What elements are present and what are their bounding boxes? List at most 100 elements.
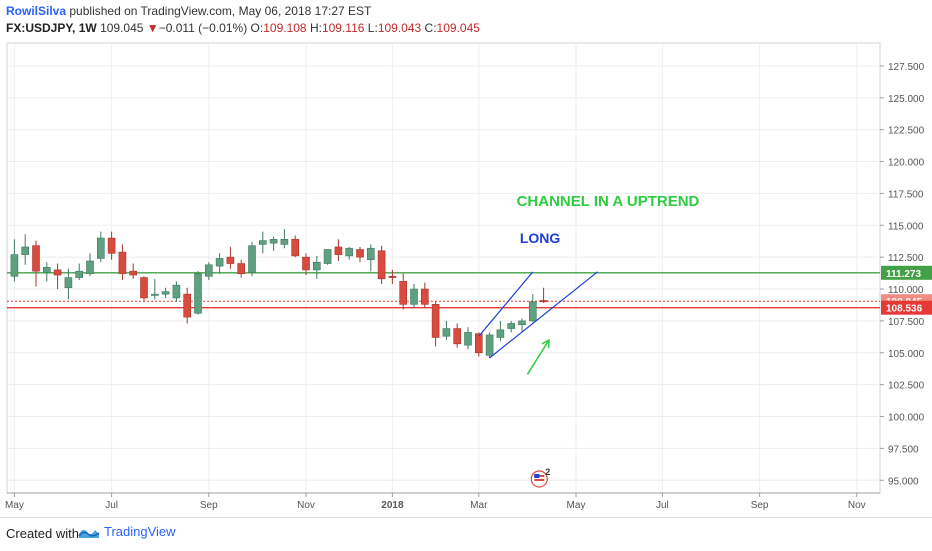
low-value: 109.043 — [377, 21, 422, 35]
candle-body — [172, 284, 181, 299]
candle-body — [42, 267, 51, 273]
price-chart[interactable]: CHANNEL IN A UPTREND LONG 2 127.500 125.000… — [0, 40, 932, 517]
candle-body — [86, 260, 94, 275]
x-tick-label: Jul — [105, 500, 118, 511]
x-tick-label: 2018 — [381, 500, 404, 511]
time-axis[interactable]: May Jul Sep Nov 2018 Mar May Jul Sep Nov — [5, 492, 880, 511]
high-value: 109.116 — [321, 21, 365, 35]
candle-body — [107, 237, 116, 254]
price-axis[interactable]: 127.500 125.000 122.500 120.000 117.500 115.0… — [880, 62, 932, 487]
price-tag-support — [881, 300, 932, 315]
candle-body — [10, 254, 19, 277]
open-label: O: — [250, 21, 264, 35]
y-tick-label: 122.500 — [888, 126, 925, 137]
published-text: published on TradingView.com, May 06, 20… — [69, 4, 372, 18]
annotation-channel: CHANNEL IN A UPTREND — [517, 193, 700, 210]
candle-body — [496, 329, 505, 338]
x-tick-label: Nov — [848, 500, 866, 511]
symbol-info: FX:USDJPY, 1W 109.045 ▼−0.011 (−0.01%) O… — [6, 21, 480, 35]
candle-body — [507, 323, 516, 329]
publish-info: RowilSilva published on TradingView.com,… — [6, 4, 371, 18]
y-tick-label: 100.000 — [888, 413, 925, 424]
tradingview-logo-icon — [78, 529, 100, 538]
y-tick-label: 125.000 — [888, 94, 925, 105]
candle-body — [420, 288, 429, 305]
candle-body — [53, 269, 62, 276]
candle-body — [388, 275, 397, 278]
candle-body — [269, 239, 278, 244]
candle-body — [226, 256, 235, 264]
y-tick-label: 105.000 — [888, 349, 925, 360]
chart-header: RowilSilva published on TradingView.com,… — [0, 0, 932, 40]
price-tag-label: 108.536 — [886, 304, 923, 315]
x-tick-label: Nov — [297, 500, 315, 511]
candle-body — [32, 245, 40, 272]
candles — [10, 229, 548, 358]
candle-body — [539, 300, 548, 303]
x-tick-label: Mar — [470, 500, 488, 511]
close-label: C: — [424, 21, 437, 35]
event-count: 2 — [545, 467, 550, 477]
candle-body — [258, 240, 267, 245]
symbol: FX:USDJPY — [6, 21, 73, 35]
candle-body — [21, 246, 30, 255]
created-with-label: Created with — [6, 526, 79, 541]
footer: Created with TradingView — [0, 517, 932, 551]
annotation-long: LONG — [520, 230, 561, 246]
close-value: 109.045 — [436, 21, 480, 35]
author-name[interactable]: RowilSilva — [6, 4, 67, 18]
candle-body — [161, 291, 170, 295]
candle-body — [345, 247, 354, 257]
candle-body — [215, 258, 224, 267]
candle-body — [518, 320, 526, 326]
horizontal-levels — [7, 272, 880, 309]
candle-body — [129, 270, 137, 276]
candle-body — [377, 250, 386, 280]
candle-body — [334, 246, 343, 255]
y-tick-label: 127.500 — [888, 62, 925, 73]
interval: 1W — [78, 21, 97, 35]
uptrend-arrow-head — [541, 338, 550, 349]
y-tick-label: 110.000 — [888, 285, 924, 296]
candle-body — [151, 293, 159, 296]
y-tick-label: 117.500 — [888, 189, 924, 200]
candle-body — [356, 249, 364, 258]
y-tick-label: 112.500 — [888, 253, 924, 264]
event-flag-stripe — [534, 478, 545, 481]
x-tick-label: May — [567, 500, 586, 511]
tradingview-brand[interactable]: TradingView — [78, 524, 176, 539]
uptrend-arrow — [526, 339, 550, 375]
y-tick-label: 107.500 — [888, 317, 925, 328]
candle-body — [474, 333, 483, 354]
candle-body — [464, 332, 472, 346]
grid — [6, 42, 881, 494]
candle-body — [431, 304, 440, 338]
plot-frame — [6, 42, 881, 494]
channel-line-lower — [489, 271, 598, 359]
drawings: CHANNEL IN A UPTREND LONG 2 — [478, 193, 700, 488]
candle-body — [97, 237, 105, 259]
candle-body — [205, 264, 213, 277]
candle-body — [528, 301, 537, 322]
x-tick-label: May — [5, 500, 24, 511]
candle-body — [453, 328, 462, 345]
event-flag-canton — [534, 473, 540, 478]
price-change: −0.011 (−0.01%) — [158, 21, 248, 35]
price-tag-label: 111.273 — [886, 269, 921, 280]
candle-body — [291, 239, 300, 257]
x-tick-label: Jul — [656, 500, 669, 511]
candle-body — [399, 281, 408, 305]
high-label: H: — [309, 21, 322, 35]
candle-body — [366, 247, 375, 261]
price-tag-resistance — [881, 265, 932, 280]
candle-body — [75, 270, 83, 278]
candle-body — [248, 245, 256, 273]
y-tick-label: 95.000 — [888, 476, 919, 487]
candle-body — [140, 277, 148, 299]
low-label: L: — [367, 21, 378, 35]
y-tick-label: 97.500 — [888, 444, 919, 455]
y-tick-label: 120.000 — [888, 158, 925, 169]
x-tick-label: Sep — [751, 500, 769, 511]
x-tick-label: Sep — [200, 500, 218, 511]
candle-body — [410, 288, 418, 305]
